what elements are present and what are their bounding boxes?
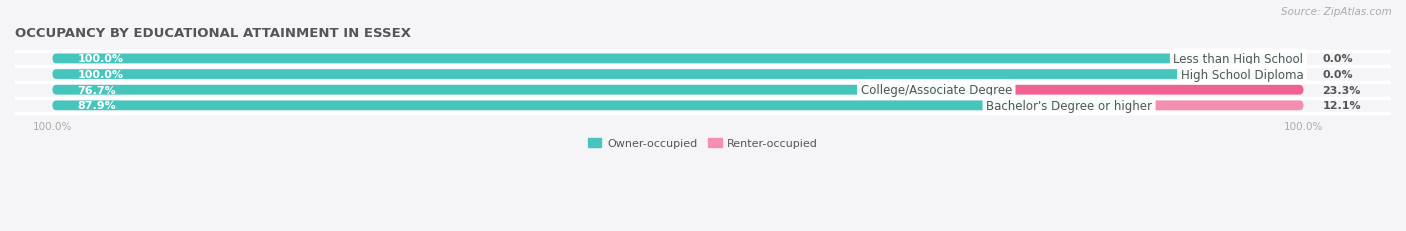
FancyBboxPatch shape <box>52 54 1303 64</box>
FancyBboxPatch shape <box>52 70 1303 79</box>
Text: Bachelor's Degree or higher: Bachelor's Degree or higher <box>986 99 1152 112</box>
FancyBboxPatch shape <box>1152 101 1303 111</box>
Text: Less than High School: Less than High School <box>1174 53 1303 66</box>
Text: 100.0%: 100.0% <box>77 54 124 64</box>
Text: 12.1%: 12.1% <box>1322 101 1361 111</box>
Text: College/Associate Degree: College/Associate Degree <box>860 84 1012 97</box>
Text: High School Diploma: High School Diploma <box>1181 68 1303 81</box>
Legend: Owner-occupied, Renter-occupied: Owner-occupied, Renter-occupied <box>588 138 818 149</box>
FancyBboxPatch shape <box>52 101 1303 111</box>
Text: 23.3%: 23.3% <box>1322 85 1361 95</box>
FancyBboxPatch shape <box>52 54 1303 64</box>
Text: Source: ZipAtlas.com: Source: ZipAtlas.com <box>1281 7 1392 17</box>
FancyBboxPatch shape <box>52 85 1303 95</box>
Text: 0.0%: 0.0% <box>1322 54 1353 64</box>
Text: 87.9%: 87.9% <box>77 101 117 111</box>
FancyBboxPatch shape <box>52 101 1152 111</box>
FancyBboxPatch shape <box>52 85 1012 95</box>
FancyBboxPatch shape <box>52 70 1303 79</box>
Text: 0.0%: 0.0% <box>1322 70 1353 80</box>
FancyBboxPatch shape <box>1012 85 1303 95</box>
Text: 100.0%: 100.0% <box>77 70 124 80</box>
Text: 76.7%: 76.7% <box>77 85 117 95</box>
Text: OCCUPANCY BY EDUCATIONAL ATTAINMENT IN ESSEX: OCCUPANCY BY EDUCATIONAL ATTAINMENT IN E… <box>15 27 411 40</box>
